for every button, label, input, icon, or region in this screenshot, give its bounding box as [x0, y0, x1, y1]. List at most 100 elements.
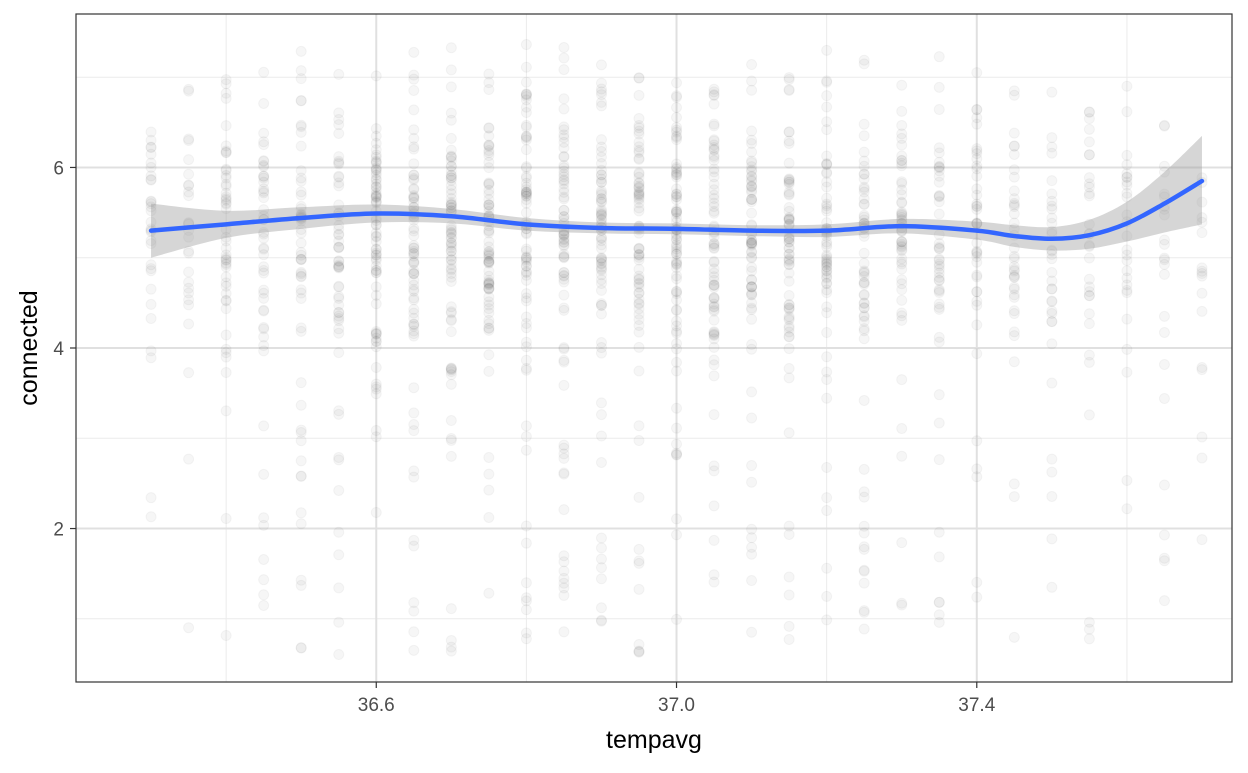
data-point	[408, 248, 420, 260]
data-point	[671, 259, 683, 271]
data-point	[783, 236, 795, 248]
data-point	[333, 549, 345, 561]
data-point	[370, 149, 382, 161]
data-point	[295, 399, 307, 411]
data-point	[858, 333, 870, 345]
data-point	[595, 208, 607, 220]
data-point	[671, 315, 683, 327]
data-point	[370, 167, 382, 179]
data-point	[1083, 623, 1095, 635]
data-point	[483, 270, 495, 282]
data-point	[483, 241, 495, 253]
data-point	[708, 155, 720, 167]
data-point	[145, 148, 157, 160]
data-point	[558, 151, 570, 163]
data-point	[295, 223, 307, 235]
data-point	[1158, 120, 1170, 132]
data-point	[896, 197, 908, 209]
data-point	[445, 202, 457, 214]
data-point	[708, 305, 720, 317]
data-point	[821, 373, 833, 385]
data-point	[370, 174, 382, 186]
data-point	[708, 282, 720, 294]
data-point	[1121, 176, 1133, 188]
data-point	[671, 613, 683, 625]
data-point	[1196, 270, 1208, 282]
data-point	[258, 420, 270, 432]
data-point	[708, 205, 720, 217]
data-point	[370, 260, 382, 272]
data-point	[483, 303, 495, 315]
data-point	[971, 183, 983, 195]
data-point	[1196, 305, 1208, 317]
data-point	[896, 154, 908, 166]
data-point	[1121, 503, 1133, 515]
data-point	[1196, 431, 1208, 443]
data-point	[483, 147, 495, 159]
data-point	[783, 186, 795, 198]
data-point	[595, 252, 607, 264]
data-point	[1046, 316, 1058, 328]
data-point	[408, 69, 420, 81]
data-point	[746, 175, 758, 187]
data-point	[408, 283, 420, 295]
data-point	[896, 258, 908, 270]
data-point	[671, 438, 683, 450]
data-point	[821, 158, 833, 170]
data-point	[821, 277, 833, 289]
data-point	[520, 336, 532, 348]
data-point	[783, 633, 795, 645]
data-point	[1158, 234, 1170, 246]
data-point	[558, 186, 570, 198]
data-point	[483, 296, 495, 308]
data-point	[783, 212, 795, 224]
data-point	[1158, 268, 1170, 280]
data-point	[520, 362, 532, 374]
data-point	[896, 314, 908, 326]
data-point	[333, 255, 345, 267]
data-point	[971, 245, 983, 257]
data-point	[783, 173, 795, 185]
data-point	[258, 267, 270, 279]
data-point	[633, 190, 645, 202]
data-point	[295, 186, 307, 198]
data-point	[595, 96, 607, 108]
data-point	[220, 169, 232, 181]
data-point	[333, 155, 345, 167]
data-point	[858, 168, 870, 180]
data-point	[183, 85, 195, 97]
data-point	[520, 420, 532, 432]
data-point	[333, 68, 345, 80]
data-point	[558, 150, 570, 162]
data-point	[746, 281, 758, 293]
data-point	[1046, 217, 1058, 229]
data-point	[483, 255, 495, 267]
data-point	[595, 214, 607, 226]
data-point	[483, 139, 495, 151]
data-point	[746, 125, 758, 137]
data-point	[708, 326, 720, 338]
data-point	[783, 427, 795, 439]
data-point	[520, 186, 532, 198]
data-point	[971, 118, 983, 130]
data-point	[708, 184, 720, 196]
data-point	[333, 171, 345, 183]
data-point	[858, 186, 870, 198]
data-point	[595, 602, 607, 614]
data-point	[483, 177, 495, 189]
data-point	[445, 645, 457, 657]
data-point	[595, 242, 607, 254]
scatter-points	[145, 39, 1208, 661]
data-point	[746, 246, 758, 258]
data-point	[258, 98, 270, 110]
data-point	[520, 251, 532, 263]
data-point	[183, 134, 195, 146]
data-point	[595, 193, 607, 205]
data-point	[783, 137, 795, 149]
data-point	[220, 193, 232, 205]
data-point	[708, 98, 720, 110]
data-point	[933, 237, 945, 249]
data-point	[746, 304, 758, 316]
data-point	[1158, 555, 1170, 567]
data-point	[558, 267, 570, 279]
